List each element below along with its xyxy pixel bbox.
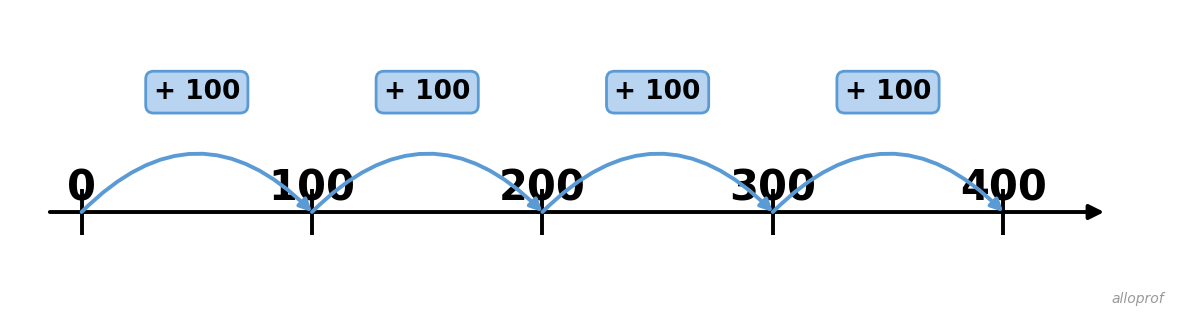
FancyArrowPatch shape	[542, 154, 769, 212]
Text: + 100: + 100	[614, 79, 701, 105]
Text: 300: 300	[730, 167, 816, 209]
Text: + 100: + 100	[384, 79, 470, 105]
Text: + 100: + 100	[845, 79, 931, 105]
FancyArrowPatch shape	[312, 154, 539, 212]
FancyArrowPatch shape	[773, 154, 1000, 212]
Text: 0: 0	[67, 167, 96, 209]
Text: 200: 200	[499, 167, 586, 209]
FancyArrowPatch shape	[82, 154, 308, 212]
Text: + 100: + 100	[154, 79, 240, 105]
Text: 100: 100	[269, 167, 355, 209]
Text: 400: 400	[960, 167, 1046, 209]
Text: alloprof: alloprof	[1112, 292, 1164, 306]
